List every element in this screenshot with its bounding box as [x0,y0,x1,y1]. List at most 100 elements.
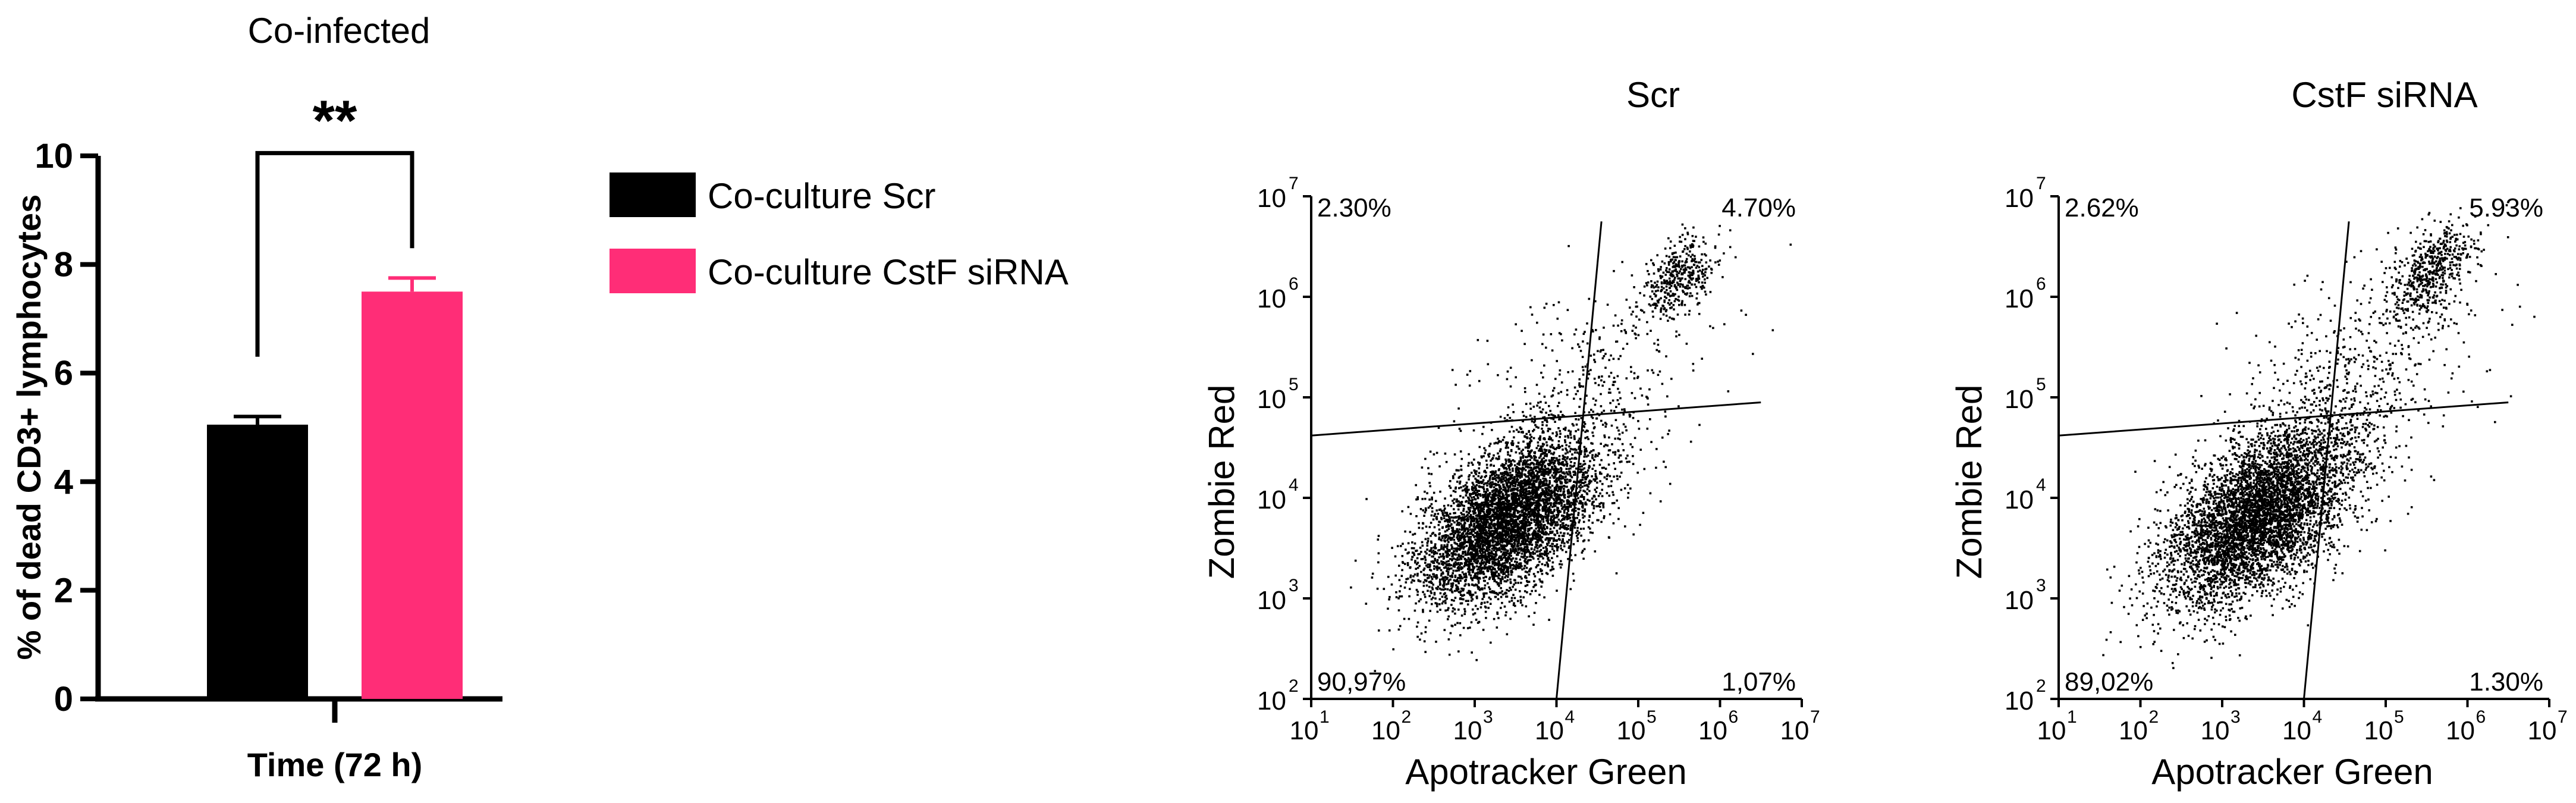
flow-event-dot [1455,516,1457,519]
flow-event-dot [1503,464,1506,466]
flow-event-dot [1459,534,1462,537]
flow-event-dot [1443,509,1446,512]
flow-event-dot [1503,486,1506,489]
flow-event-dot [1528,569,1531,572]
flow-event-dot [1524,575,1527,578]
flow-event-dot [1592,464,1595,467]
flow-event-dot [1562,457,1565,460]
flow-event-dot [1461,541,1463,544]
flow-event-dot [1504,534,1507,537]
flow-event-dot [1536,516,1538,519]
flow-event-dot [1582,476,1585,479]
flow-event-dot [1512,507,1515,510]
flow-event-dot [1534,501,1537,504]
flow-event-dot [1419,508,1422,510]
flow-event-dot [1599,492,1601,495]
flow-event-dot [1461,571,1464,573]
flow-event-dot [1516,540,1519,543]
bar-cstf-sirna [362,291,463,699]
flow-event-dot [1531,420,1534,423]
flow-event-dot [1562,538,1564,541]
flow-event-dot [1456,481,1459,483]
flow-event-dot [1619,397,1622,400]
flow-event-dot [1488,558,1491,561]
flow-event-dot [1531,556,1534,559]
flow-event-dot [1420,570,1422,573]
flow-event-dot [1466,528,1469,530]
flow-event-dot [1540,445,1542,448]
flow-event-dot [1484,544,1486,547]
flow-event-dot [1569,465,1572,467]
flow-event-dot [1510,519,1513,522]
flow-event-dot [1399,595,1401,598]
flow-event-dot [1570,525,1572,527]
flow-event-dot [1409,566,1411,569]
flow-event-dot [1553,526,1556,529]
flow-event-dot [1377,552,1380,554]
flow-event-dot [1512,502,1515,505]
flow-event-dot [1636,377,1639,379]
flow-event-dot [1543,494,1546,497]
flow-event-dot [1443,556,1446,558]
flow-event-dot [1453,521,1456,523]
flow-event-dot [1500,557,1503,559]
flow-event-dot [1477,543,1479,546]
flow-event-dot [1577,440,1580,442]
flow-event-dot [1626,454,1629,457]
flow-event-dot [1496,522,1499,525]
flow-event-dot [1432,562,1434,564]
flow-event-dot [1534,507,1536,509]
flow-event-dot [1540,585,1543,588]
flow-event-dot [1594,473,1597,475]
flow-event-dot [1506,443,1509,446]
flow-event-dot [1537,535,1540,537]
flow-event-dot [1540,523,1543,526]
flow-event-dot [1500,513,1502,516]
flow-event-dot [1468,561,1471,563]
flow-event-dot [1512,585,1514,588]
flow-event-dot [1442,563,1444,566]
flow-event-dot [1444,497,1446,500]
flow-event-dot [1516,445,1519,448]
flow-event-dot [1515,508,1517,510]
flow-event-dot [1573,436,1576,439]
flow-event-dot [1496,581,1498,584]
flow-event-dot [1513,476,1516,478]
flow-event-dot [1548,481,1551,484]
flow-event-dot [1523,459,1526,462]
flow-event-dot [1453,608,1456,611]
flow-event-dot [1546,563,1549,566]
flow-event-dot [1507,524,1510,526]
flow-event-dot [1505,551,1508,554]
flow-event-dot [1563,485,1565,487]
flow-event-dot [1468,526,1471,528]
flow-event-dot [1491,497,1494,500]
flow-event-dot [1632,455,1634,457]
flow-event-dot [1572,498,1575,501]
flow-event-dot [1425,531,1428,534]
flow-event-dot [1547,471,1550,474]
flow-event-dot [1524,483,1526,486]
flow-event-dot [1529,414,1532,417]
flow-event-dot [1509,550,1512,553]
flow-event-dot [1365,603,1368,605]
flow-event-dot [1503,476,1505,479]
flow-event-dot [1581,494,1584,497]
flow-event-dot [1541,462,1544,465]
flow-event-dot [1522,489,1525,491]
flow-event-dot [1452,572,1454,575]
flow-event-dot [1533,548,1536,551]
flow-event-dot [1526,530,1529,532]
flow-event-dot [1489,531,1491,534]
flow-event-dot [1429,505,1431,507]
flow-event-dot [1537,510,1540,513]
flow-event-dot [1412,547,1415,550]
flow-event-dot [1473,535,1475,538]
flow-event-dot [1537,462,1540,464]
flow-event-dot [1551,474,1554,477]
flow-event-dot [1525,605,1528,608]
flow-event-dot [1478,566,1480,569]
flow-event-dot [1466,513,1469,516]
flow-event-dot [1537,557,1540,560]
flow-event-dot [1472,530,1475,532]
